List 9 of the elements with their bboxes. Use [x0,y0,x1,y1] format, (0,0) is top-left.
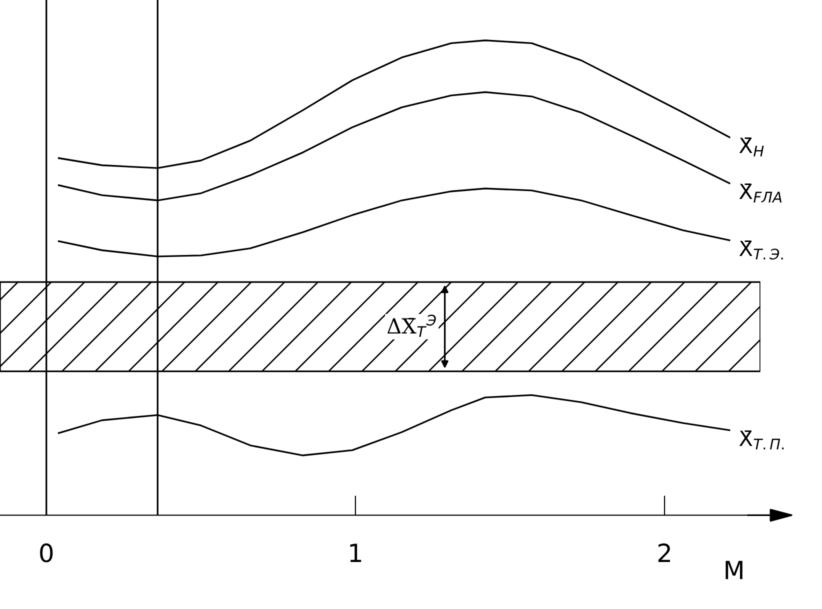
x-axis-title: M [726,560,742,580]
x-tick-label: 2 [658,543,670,562]
band-label: ΔX̄$_{Т}$$^{Э}$ [387,314,436,337]
x-tick-label: 1 [350,544,362,562]
series-label: X̄$_{FЛА}$ [739,184,782,202]
x-tick-label: 0 [40,543,53,562]
series-label: X̄$_{Н}$ [739,137,764,156]
series-label: X̄$_{Т.П.}$ [739,430,784,450]
series-label: X̄$_{Т.Э.}$ [739,240,783,260]
